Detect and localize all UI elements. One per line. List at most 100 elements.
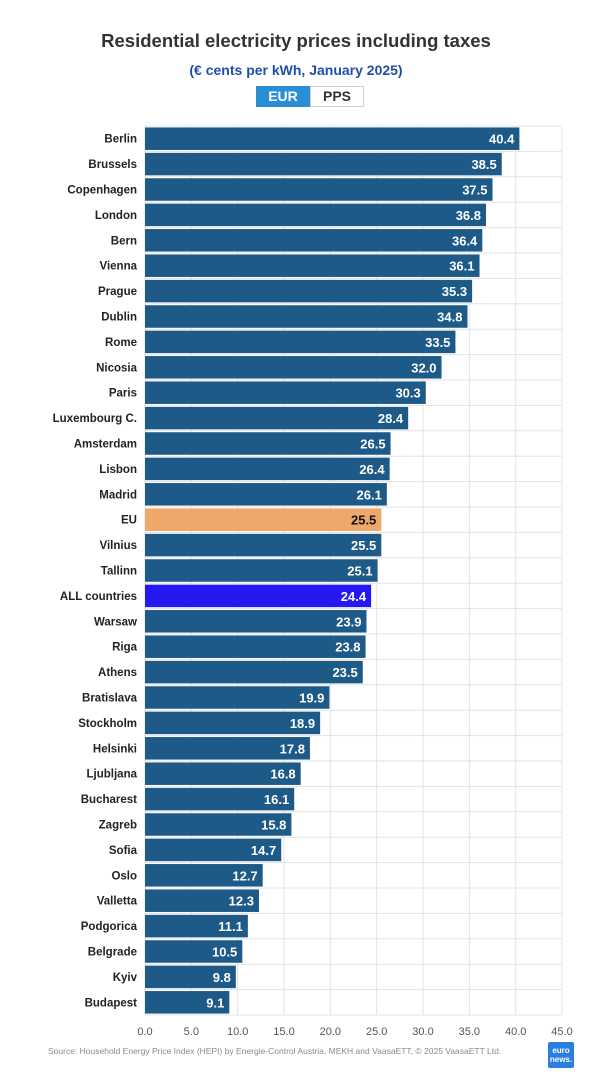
category-label: Dublin (101, 312, 137, 324)
bar-nicosia (145, 356, 442, 379)
category-label: Oslo (111, 870, 137, 882)
bar-london (145, 203, 487, 227)
category-label: Vienna (100, 261, 138, 273)
bar-lisbon (145, 457, 390, 481)
bar-belgrade (145, 940, 243, 963)
bar-vienna (145, 254, 480, 277)
eur-toggle-button[interactable]: EUR (256, 86, 310, 107)
category-label: Madrid (99, 489, 137, 501)
category-label: Sofia (109, 845, 138, 857)
pps-toggle-button[interactable]: PPS (310, 86, 364, 107)
category-label: Belgrade (88, 947, 137, 959)
value-label: 36.4 (452, 233, 478, 248)
category-label: Bratislava (82, 693, 138, 705)
value-label: 17.8 (280, 741, 305, 756)
category-label: Nicosia (96, 362, 138, 374)
source-note: Source: Household Energy Price Index (HE… (48, 1046, 502, 1056)
bar-valletta (145, 889, 259, 912)
value-label: 16.1 (264, 792, 289, 807)
bar-madrid (145, 483, 387, 506)
category-label: Paris (109, 388, 137, 400)
value-label: 15.8 (261, 818, 286, 833)
category-label: Riga (112, 642, 138, 654)
value-label: 38.5 (471, 157, 496, 172)
x-tick-label: 15.0 (273, 1026, 294, 1038)
bar-paris (145, 381, 426, 404)
chart-subtitle: (€ cents per kWh, January 2025) (189, 62, 403, 78)
category-label: Copenhagen (67, 185, 137, 197)
category-label: Zagreb (99, 820, 137, 832)
bar-prague (145, 279, 473, 303)
bar-amsterdam (145, 432, 391, 455)
bar-stockholm (145, 711, 321, 735)
bar-copenhagen (145, 178, 493, 201)
category-label: Kyiv (113, 972, 138, 984)
bar-budapest (145, 991, 230, 1014)
value-label: 37.5 (462, 183, 487, 198)
value-label: 28.4 (378, 411, 404, 426)
value-label: 25.5 (351, 538, 376, 553)
bar-brussels (145, 152, 502, 176)
category-label: Brussels (88, 159, 137, 171)
x-tick-label: 45.0 (551, 1026, 572, 1038)
euronews-logo: euro news. (548, 1042, 574, 1068)
value-label: 25.5 (351, 513, 376, 528)
category-label: Tallinn (101, 566, 137, 578)
category-label: Bucharest (81, 794, 137, 806)
category-label: Budapest (85, 997, 138, 1009)
bar-tallinn (145, 559, 378, 582)
category-label: Rome (105, 337, 137, 349)
currency-toggle: EUR PPS (256, 86, 364, 107)
category-label: Athens (98, 667, 137, 679)
value-label: 33.5 (425, 335, 450, 350)
value-label: 40.4 (489, 132, 515, 147)
x-tick-label: 5.0 (184, 1026, 199, 1038)
value-label: 32.0 (411, 360, 436, 375)
value-label: 23.9 (336, 614, 361, 629)
category-label: Prague (98, 286, 137, 298)
bar-eu (145, 508, 382, 531)
category-label: Amsterdam (74, 439, 137, 451)
value-label: 36.8 (456, 208, 481, 223)
value-label: 26.5 (360, 437, 385, 452)
category-label: Helsinki (93, 743, 137, 755)
value-label: 16.8 (270, 767, 295, 782)
category-label: Warsaw (94, 616, 137, 628)
x-tick-label: 0.0 (137, 1026, 152, 1038)
bar-bratislava (145, 686, 330, 709)
bar-athens (145, 660, 363, 684)
value-label: 24.4 (341, 589, 367, 604)
category-label: Luxembourg C. (53, 413, 137, 425)
x-tick-label: 20.0 (320, 1026, 341, 1038)
category-label: EU (121, 515, 137, 527)
bar-warsaw (145, 610, 367, 633)
category-label: Valletta (97, 896, 138, 908)
bar-oslo (145, 864, 263, 887)
bar-bucharest (145, 787, 295, 811)
bar-all-countries (145, 584, 372, 608)
category-label: Vilnius (100, 540, 138, 552)
logo-line1: euro (552, 1046, 570, 1055)
bar-helsinki (145, 737, 310, 760)
bar-sofia (145, 838, 282, 862)
x-tick-label: 10.0 (227, 1026, 248, 1038)
category-label: Ljubljana (87, 769, 138, 781)
bar-rome (145, 330, 456, 354)
value-label: 9.8 (213, 970, 231, 985)
category-label: Stockholm (78, 718, 137, 730)
bar-ljubljana (145, 762, 301, 785)
value-label: 18.9 (290, 716, 315, 731)
bar-vilnius (145, 533, 382, 557)
x-tick-label: 40.0 (505, 1026, 526, 1038)
value-label: 12.7 (232, 868, 257, 883)
value-label: 23.8 (335, 640, 360, 655)
category-label: Podgorica (81, 921, 138, 933)
category-label: Bern (111, 235, 137, 247)
chart-title: Residential electricity prices including… (101, 30, 491, 51)
category-label: London (95, 210, 137, 222)
x-tick-label: 30.0 (412, 1026, 433, 1038)
bar-zagreb (145, 813, 292, 836)
bar-kyiv (145, 965, 236, 989)
value-label: 19.9 (299, 691, 324, 706)
bar-bern (145, 229, 483, 252)
